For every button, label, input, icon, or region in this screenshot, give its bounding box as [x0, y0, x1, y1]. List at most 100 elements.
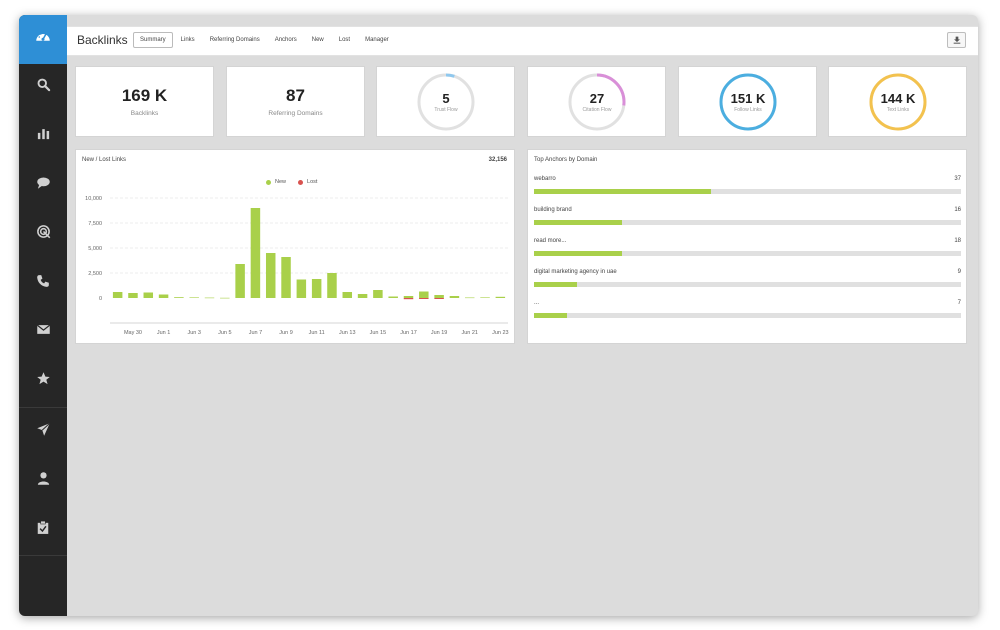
bar-new — [128, 293, 138, 298]
ring-gauge: 151 K Follow Links — [718, 72, 778, 132]
sidebar-item-phone[interactable] — [19, 267, 67, 299]
stat-card-referring-domains: 87 Referring Domains — [226, 66, 365, 137]
sidebar-item-send[interactable] — [19, 416, 67, 448]
anchor-progress-fill — [534, 282, 577, 287]
main-content: Backlinks Summary Links Referring Domain… — [67, 15, 978, 616]
tab-manager[interactable]: Manager — [365, 37, 389, 43]
x-tick-label: Jun 19 — [431, 330, 448, 336]
ring-label: Text Links — [886, 107, 910, 113]
bar-lost — [419, 298, 429, 299]
x-tick-label: May 30 — [124, 330, 142, 336]
bar-new — [464, 297, 475, 299]
legend-dot-new — [266, 179, 271, 185]
bar-new — [112, 292, 123, 298]
anchor-progress-fill — [534, 220, 622, 225]
bar-new — [296, 279, 307, 298]
x-tick-label: Jun 9 — [279, 330, 292, 336]
y-tick-label: 7,500 — [88, 221, 102, 227]
sidebar-item-target[interactable] — [19, 218, 67, 250]
sidebar-item-search[interactable] — [19, 71, 67, 103]
stat-card-backlinks: 169 K Backlinks — [75, 66, 214, 137]
ring-card-citation-flow: 27 Citation Flow — [527, 66, 666, 137]
sidebar-item-reports[interactable] — [19, 120, 67, 152]
sidebar-divider — [19, 555, 67, 556]
x-tick-label: Jun 13 — [339, 330, 356, 336]
x-tick-label: Jun 5 — [218, 330, 231, 336]
page-header: Backlinks Summary Links Referring Domain… — [67, 26, 978, 56]
sidebar-divider — [19, 407, 67, 408]
phone-icon — [36, 274, 50, 293]
anchor-label[interactable]: read more... — [534, 238, 567, 244]
x-tick-label: Jun 23 — [492, 330, 509, 336]
dashboard-logo[interactable] — [19, 15, 67, 64]
sidebar-item-comments[interactable] — [19, 169, 67, 201]
legend-label: Lost — [307, 179, 318, 185]
anchor-label[interactable]: building brand — [534, 207, 572, 213]
bar-new — [480, 297, 490, 298]
bar-new — [189, 297, 199, 298]
ring-value: 144 K — [880, 91, 916, 106]
bar-new — [311, 279, 322, 298]
links-bar-chart: 10,000 7,500 5,000 2,500 0 May 30 Jun 1 Jun 3 Ju… — [85, 196, 509, 336]
download-icon — [953, 31, 961, 49]
tab-new[interactable]: New — [311, 37, 324, 43]
anchor-progress-fill — [534, 251, 622, 256]
bar-lost — [434, 298, 444, 299]
ring-label: Follow Links — [734, 107, 762, 113]
x-tick-label: Jun 1 — [157, 330, 170, 336]
anchor-progress-fill — [534, 189, 712, 194]
mail-icon — [36, 322, 51, 342]
bar-new — [434, 295, 444, 298]
anchor-row: building brand 16 — [534, 207, 961, 237]
sidebar-item-mail[interactable] — [19, 316, 67, 348]
tab-anchors[interactable]: Anchors — [274, 37, 297, 43]
bar-new — [220, 297, 230, 299]
sidebar-item-favorites[interactable] — [19, 365, 67, 397]
bar-new — [250, 208, 261, 298]
anchor-label[interactable]: webarro — [534, 176, 556, 182]
tab-links[interactable]: Links — [180, 37, 195, 43]
bar-new — [388, 296, 398, 298]
anchor-count: 16 — [954, 207, 961, 213]
stat-value: 87 — [286, 86, 305, 105]
links-chart-panel: New / Lost Links 32,156 New Lost 10,000 7… — [75, 149, 515, 344]
legend-item-lost[interactable]: Lost — [298, 179, 317, 185]
chart-legend: New Lost — [266, 179, 329, 185]
bar-new — [327, 273, 337, 298]
legend-item-new[interactable]: New — [266, 179, 286, 185]
paper-plane-icon — [36, 422, 51, 442]
app-window: Backlinks Summary Links Referring Domain… — [19, 15, 978, 616]
user-icon — [36, 471, 51, 491]
x-tick-label: Jun 7 — [249, 330, 262, 336]
bar-new — [342, 292, 353, 298]
anchor-count: 9 — [957, 269, 961, 275]
sidebar-item-user[interactable] — [19, 465, 67, 497]
ring-gauge: 144 K Text Links — [868, 72, 928, 132]
tab-summary[interactable]: Summary — [133, 32, 173, 48]
sidebar-item-tasks[interactable] — [19, 514, 67, 546]
anchor-label[interactable]: ... — [534, 300, 540, 306]
sidebar — [19, 15, 67, 616]
ring-label: Citation Flow — [582, 107, 612, 113]
bar-new — [281, 257, 291, 298]
bar-new — [143, 292, 154, 298]
anchor-progress-track — [534, 313, 961, 318]
tab-lost[interactable]: Lost — [338, 37, 351, 43]
anchor-row: webarro 37 — [534, 176, 961, 206]
stat-label: Referring Domains — [268, 110, 323, 117]
anchor-row: read more... 18 — [534, 238, 961, 268]
y-tick-label: 2,500 — [88, 271, 102, 277]
y-tick-label: 10,000 — [85, 196, 102, 202]
anchor-label[interactable]: digital marketing agency in uae — [534, 269, 617, 275]
tab-referring-domains[interactable]: Referring Domains — [209, 37, 260, 43]
download-button[interactable] — [947, 32, 966, 48]
bar-new — [373, 290, 383, 298]
anchor-row: ... 7 — [534, 300, 961, 330]
target-icon — [36, 224, 51, 244]
bar-new — [265, 253, 276, 298]
bar-new — [158, 294, 169, 298]
x-tick-label: Jun 3 — [187, 330, 200, 336]
ring-gauge: 5 Trust Flow — [416, 72, 476, 132]
bar-new — [174, 297, 184, 298]
stat-label: Backlinks — [130, 110, 159, 117]
